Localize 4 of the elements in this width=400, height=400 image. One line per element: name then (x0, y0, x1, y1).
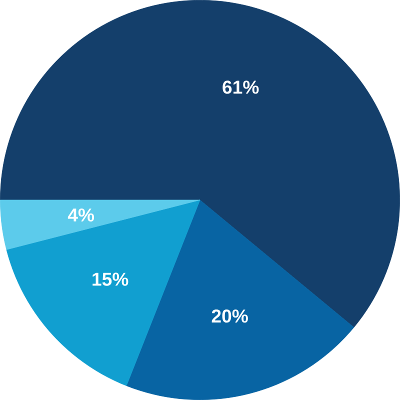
data-label: 4% (68, 208, 94, 222)
data-label: 20% (212, 309, 248, 323)
data-label: 61% (222, 80, 259, 94)
data-label: 15% (92, 272, 128, 286)
